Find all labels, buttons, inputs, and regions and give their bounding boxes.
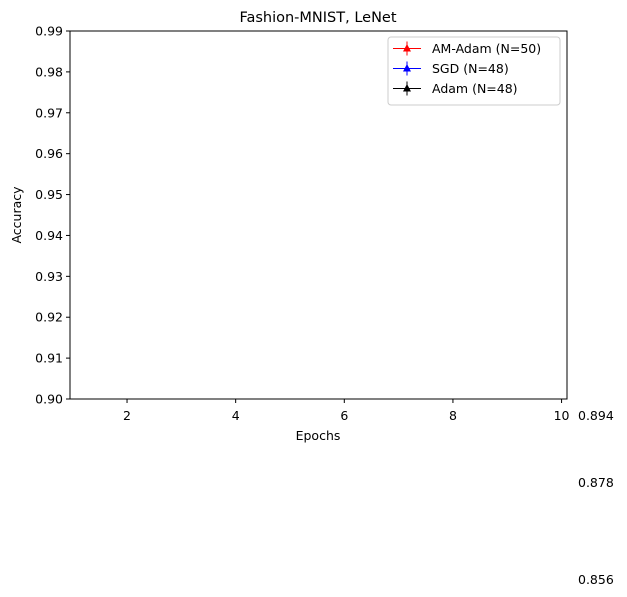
extra-labels: 0.894 0.878 0.856 <box>578 408 614 587</box>
y-tick-label: 0.90 <box>35 392 63 407</box>
x-tick-label: 10 <box>554 408 570 423</box>
y-tick-label: 0.97 <box>35 105 63 120</box>
x-axis-title: Epochs <box>296 428 341 443</box>
y-axis-title: Accuracy <box>9 186 24 244</box>
y-tick-label: 0.95 <box>35 187 63 202</box>
x-axis: 2 4 6 8 10 <box>123 399 570 423</box>
stray-value-label: 0.856 <box>578 572 614 587</box>
y-tick-label: 0.91 <box>35 351 63 366</box>
y-axis: 0.90 0.91 0.92 0.93 0.94 0.95 0.96 0.97 0.98 0.99 <box>35 24 70 407</box>
x-tick-label: 2 <box>123 408 131 423</box>
plot-frame <box>69 30 568 400</box>
stray-value-label: 0.878 <box>578 475 614 490</box>
legend-marker <box>403 44 411 52</box>
legend-label: Adam (N=48) <box>432 81 518 96</box>
legend-marker <box>403 64 411 72</box>
y-tick-label: 0.92 <box>35 310 63 325</box>
y-tick-label: 0.98 <box>35 64 63 79</box>
legend-label: SGD (N=48) <box>432 61 509 76</box>
chart-title: Fashion-MNIST, LeNet <box>239 10 396 26</box>
x-tick-label: 4 <box>232 408 240 423</box>
y-tick-label: 0.99 <box>35 24 63 39</box>
x-tick-label: 6 <box>340 408 348 423</box>
stray-value-label: 0.894 <box>578 408 614 423</box>
x-tick-label: 8 <box>449 408 457 423</box>
legend: AM-Adam (N=50) SGD (N=48) Adam (N=48) <box>387 36 561 106</box>
legend-box <box>387 36 561 106</box>
legend-label: AM-Adam (N=50) <box>432 41 541 56</box>
y-tick-label: 0.93 <box>35 269 63 284</box>
y-tick-label: 0.94 <box>35 228 63 243</box>
legend-marker <box>403 84 411 92</box>
y-tick-label: 0.96 <box>35 146 63 161</box>
